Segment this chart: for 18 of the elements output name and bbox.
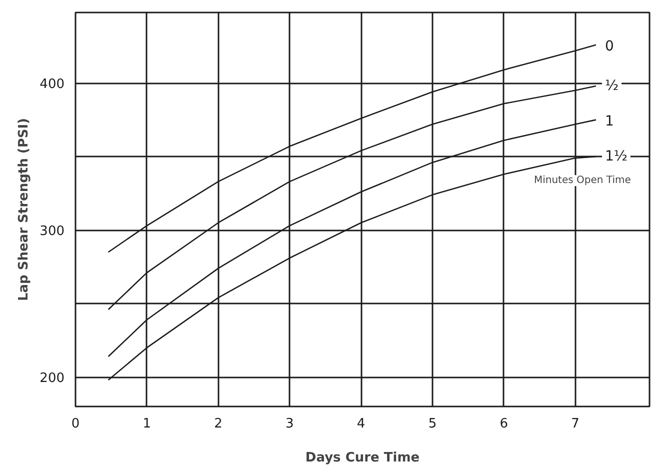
- x-tick-label: 4: [356, 416, 366, 432]
- y-tick-label: 400: [40, 77, 65, 92]
- series-label: 0: [604, 38, 614, 54]
- y-tick-label: 200: [40, 371, 65, 386]
- series-label: 1½: [604, 148, 628, 165]
- annotation: Minutes Open Time: [534, 175, 631, 186]
- x-tick-label: 2: [214, 416, 222, 432]
- y-tick-label: 300: [40, 224, 65, 240]
- x-tick-label: 6: [500, 416, 508, 432]
- x-tick-label: 3: [286, 416, 294, 432]
- x-tick-label: 1: [142, 416, 152, 432]
- x-tick-label: 0: [71, 416, 80, 432]
- y-axis-title: Lap Shear Strength (PSI): [16, 118, 32, 301]
- series-label: ½: [604, 78, 619, 94]
- x-tick-label: 5: [428, 416, 437, 432]
- x-axis-title: Days Cure Time: [305, 450, 420, 466]
- series-label: 1: [604, 113, 614, 130]
- x-tick-label: 7: [571, 416, 580, 432]
